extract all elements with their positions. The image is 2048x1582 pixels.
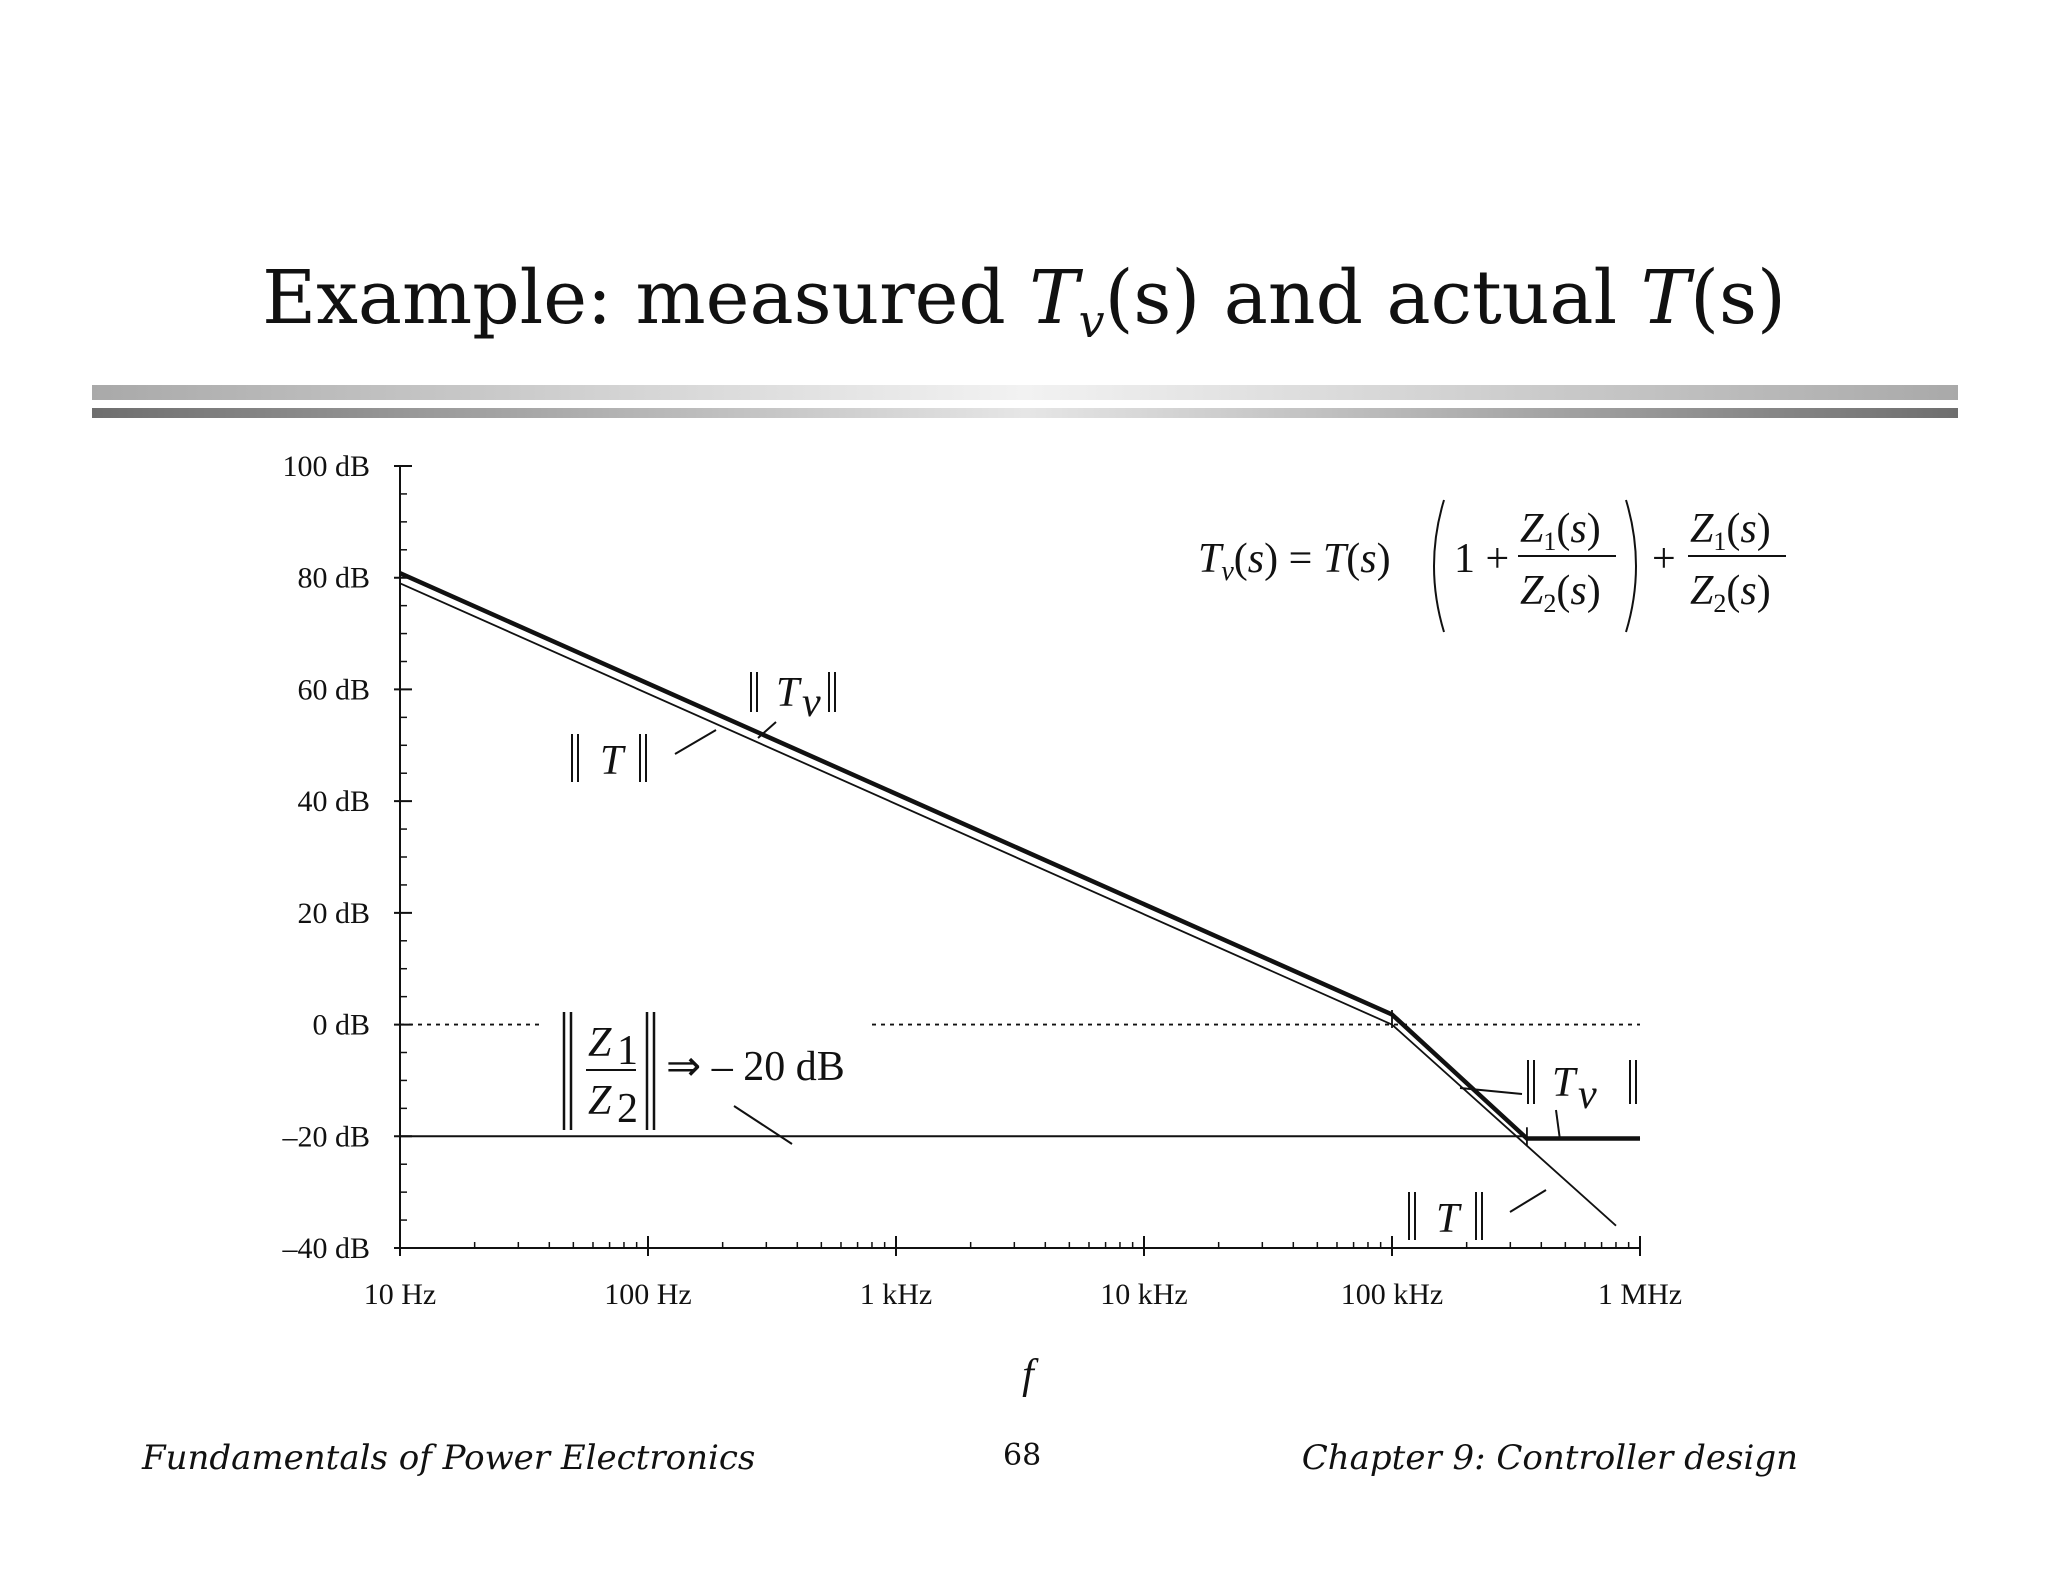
svg-text:1 +: 1 +: [1454, 536, 1509, 582]
ratio-arrow-text: ⇒ – 20 dB: [666, 1044, 845, 1090]
x-tick-label: 100 Hz: [604, 1278, 691, 1311]
y-tick-label: –20 dB: [281, 1120, 370, 1153]
y-tick-label: 40 dB: [297, 785, 370, 818]
x-tick-label: 1 MHz: [1598, 1278, 1682, 1311]
leader-z-ratio: [733, 1105, 793, 1145]
svg-text:T: T: [776, 670, 802, 716]
svg-text:Z: Z: [588, 1078, 612, 1124]
x-tick-label: 1 kHz: [860, 1278, 932, 1311]
series-t-line: [399, 582, 1617, 1227]
y-tick-label: 0 dB: [312, 1009, 370, 1042]
svg-text:1: 1: [617, 1028, 638, 1074]
footer-page-number: 68: [1003, 1438, 1042, 1473]
y-tick-label: 60 dB: [297, 673, 370, 706]
title-T2: T: [1640, 255, 1691, 341]
footer-chapter: Chapter 9: Controller design: [1301, 1438, 1798, 1478]
svg-text:Z1(s): Z1(s): [1690, 506, 1771, 556]
series-tv-line: [399, 571, 1640, 1141]
label-t-right: T: [1408, 1192, 1483, 1242]
y-tick-label: 100 dB: [282, 450, 370, 483]
leader-tv-right: [1459, 1087, 1523, 1095]
slide-title: Example: measured Tv(s) and actual T(s): [0, 255, 2048, 348]
y-tick-label: –40 dB: [281, 1232, 370, 1265]
x-axis-label: f: [1022, 1352, 1039, 1398]
svg-text:+: +: [1652, 536, 1676, 582]
svg-text:Z2(s): Z2(s): [1520, 568, 1601, 618]
title-T: T: [1029, 255, 1079, 341]
label-z-ratio: Z 1 Z 2 ⇒ – 20 dB: [562, 1012, 845, 1132]
title-mid: and actual: [1200, 255, 1641, 341]
leader-tv-right-2: [1555, 1109, 1561, 1141]
svg-text:2: 2: [617, 1086, 638, 1132]
y-tick-label: 80 dB: [297, 562, 370, 595]
leader-t-right: [1509, 1189, 1547, 1213]
svg-text:v: v: [1578, 1072, 1597, 1118]
x-tick-label: 10 kHz: [1100, 1278, 1187, 1311]
label-tv-right: T v: [1527, 1060, 1637, 1118]
svg-text:Z1(s): Z1(s): [1520, 506, 1601, 556]
svg-text:Z: Z: [588, 1020, 612, 1066]
title-s2: (s): [1690, 255, 1786, 341]
svg-text:Tv(s) = T(s): Tv(s) = T(s): [1198, 536, 1391, 587]
formula-tv: Tv(s) = T(s) 1 + Z1(s) Z2(s) + Z1(s) Z2(…: [1198, 499, 1786, 633]
x-tick-label: 100 kHz: [1341, 1278, 1443, 1311]
svg-text:T: T: [1552, 1060, 1578, 1106]
label-tv-upper: T v: [750, 670, 836, 726]
label-t-upper: T: [571, 734, 647, 784]
axes: 100 dB 80 dB 60 dB 40 dB 20 dB 0 dB –20 dB –40 …: [281, 450, 1682, 1398]
svg-text:Z2(s): Z2(s): [1690, 568, 1771, 618]
title-rule-top: [92, 385, 1958, 400]
annotation-layer: T v T Z 1 Z 2: [562, 499, 1786, 1242]
svg-text:v: v: [802, 680, 821, 726]
leader-t-top: [674, 729, 717, 755]
y-tick-label: 20 dB: [297, 897, 370, 930]
series-layer: [399, 571, 1641, 1227]
title-rule-bottom: [92, 408, 1958, 418]
title-s1: (s): [1104, 255, 1201, 341]
svg-text:T: T: [1436, 1196, 1462, 1242]
x-tick-label: 10 Hz: [364, 1278, 436, 1311]
svg-text:T: T: [600, 738, 626, 784]
footer-book-title: Fundamentals of Power Electronics: [142, 1438, 756, 1478]
title-v-subscript: v: [1078, 293, 1105, 348]
title-prefix: Example: measured: [262, 255, 1030, 341]
leader-tv-top: [757, 721, 777, 739]
